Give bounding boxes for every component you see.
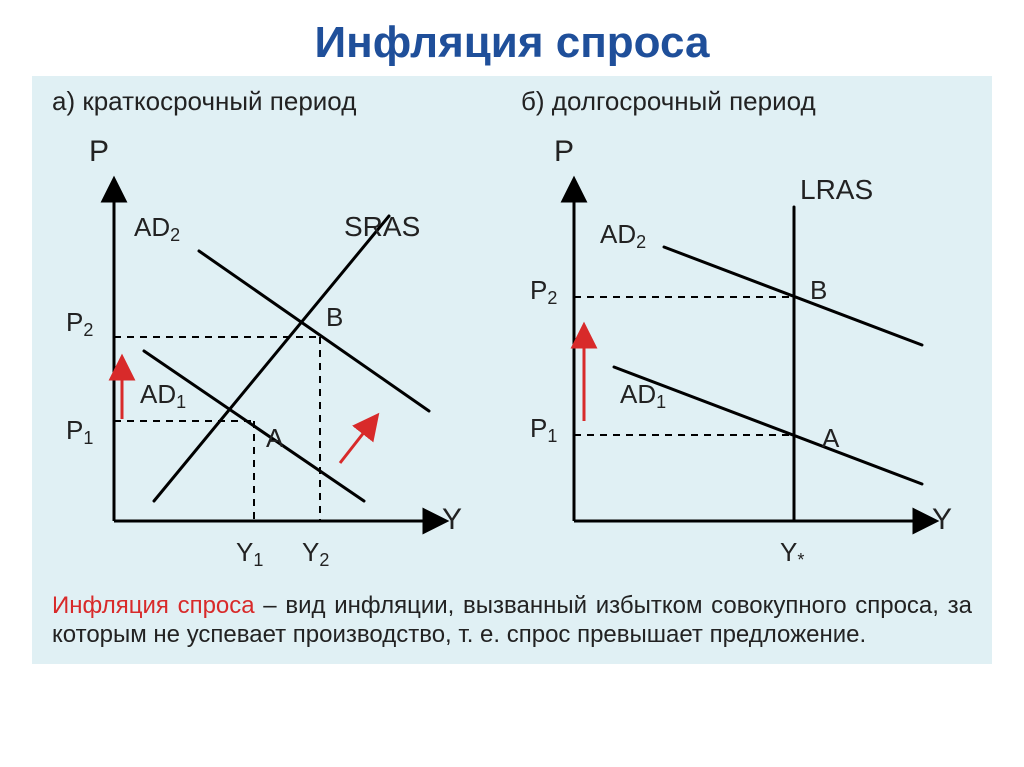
svg-text:P2: P2 (530, 275, 557, 308)
svg-text:Y: Y (932, 503, 952, 536)
charts-row: P Y AD2 SRAS AD1 P2 P1 A B Y1 Y2 P Y LRAS AD2 AD1 P2 P1 A… (44, 121, 980, 586)
title-text: Инфляция спроса (315, 18, 710, 67)
svg-text:B: B (326, 302, 343, 332)
svg-text:Y: Y (442, 503, 462, 536)
content-panel: а) краткосрочный период б) долгосрочный … (32, 76, 992, 664)
svg-text:Y2: Y2 (302, 537, 329, 570)
page-title: Инфляция спроса (0, 0, 1024, 76)
definition-lead: Инфляция спроса (52, 592, 255, 619)
svg-text:Y1: Y1 (236, 537, 263, 570)
svg-text:A: A (266, 423, 284, 453)
svg-text:P1: P1 (530, 413, 557, 446)
svg-text:AD2: AD2 (134, 212, 180, 245)
svg-text:LRAS: LRAS (800, 174, 873, 205)
svg-text:AD2: AD2 (600, 219, 646, 252)
svg-text:AD1: AD1 (140, 379, 186, 412)
subtitle-row: а) краткосрочный период б) долгосрочный … (44, 86, 980, 121)
svg-text:Y*: Y* (780, 537, 804, 570)
chart-short-run: P Y AD2 SRAS AD1 P2 P1 A B Y1 Y2 (44, 121, 484, 586)
chart-b-svg: PYLRASAD2AD1P2P1ABY* (504, 121, 974, 581)
svg-text:A: A (822, 423, 840, 453)
svg-text:P: P (89, 135, 109, 168)
subtitle-a: а) краткосрочный период (52, 86, 511, 117)
chart-long-run: PYLRASAD2AD1P2P1ABY* (504, 121, 974, 586)
svg-text:SRAS: SRAS (344, 211, 420, 242)
svg-text:P1: P1 (66, 415, 93, 448)
svg-text:B: B (810, 275, 827, 305)
chart-a-svg: P Y AD2 SRAS AD1 P2 P1 A B Y1 Y2 (44, 121, 484, 581)
slide: Инфляция спроса а) краткосрочный период … (0, 0, 1024, 767)
svg-text:P2: P2 (66, 307, 93, 340)
svg-text:P: P (554, 135, 574, 168)
definition-text: Инфляция спроса – вид инфляции, вызванны… (44, 586, 980, 650)
subtitle-b: б) долгосрочный период (511, 86, 980, 117)
